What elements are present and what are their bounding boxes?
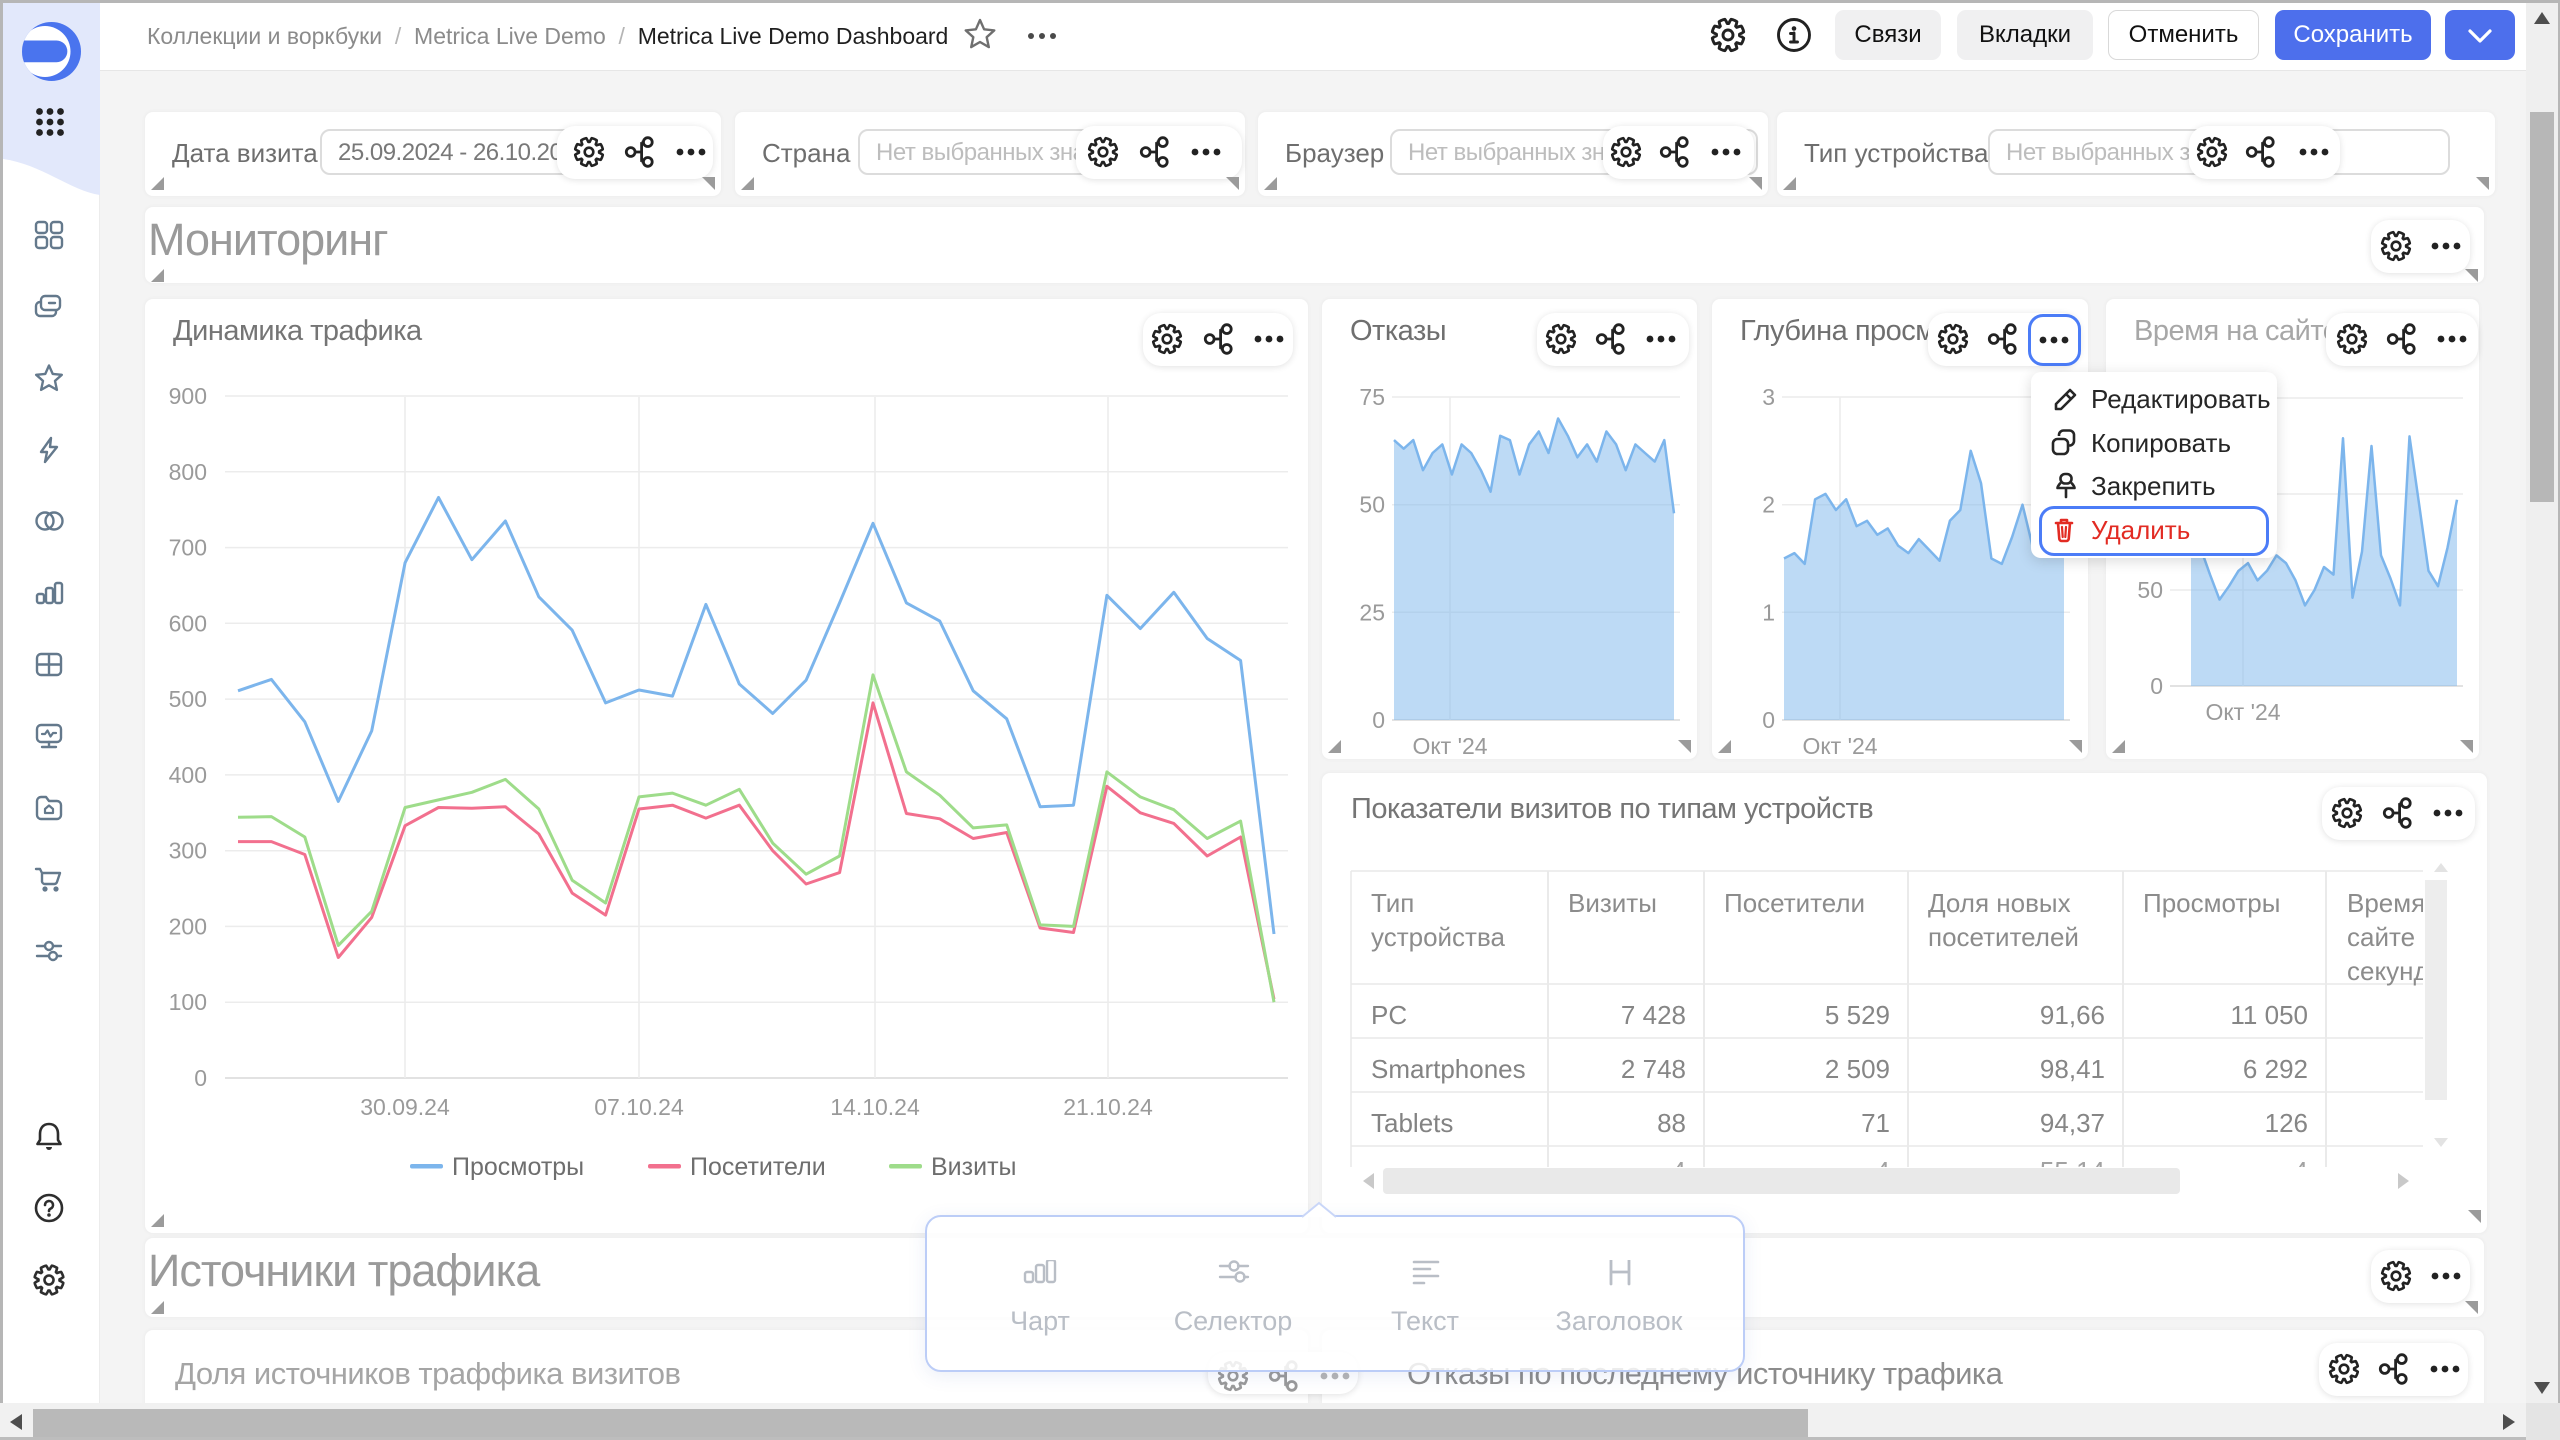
- svg-text:Tablets: Tablets: [1371, 1108, 1453, 1138]
- svg-text:Окт '24: Окт '24: [1802, 733, 1877, 759]
- svg-text:600: 600: [169, 610, 207, 636]
- svg-text:Доля новых: Доля новых: [1928, 888, 2071, 918]
- svg-text:сайте (: сайте (: [2347, 922, 2431, 952]
- svg-text:2 748: 2 748: [1621, 1054, 1686, 1084]
- svg-text:Время: Время: [2347, 888, 2425, 918]
- svg-text:Окт '24: Окт '24: [1412, 733, 1487, 759]
- svg-text:126: 126: [2265, 1108, 2308, 1138]
- svg-text:Просмотры: Просмотры: [452, 1153, 584, 1181]
- svg-text:900: 900: [169, 383, 207, 409]
- svg-text:2: 2: [1762, 492, 1775, 518]
- svg-text:800: 800: [169, 459, 207, 485]
- svg-text:88: 88: [1657, 1108, 1686, 1138]
- svg-text:400: 400: [169, 762, 207, 788]
- svg-text:07.10.24: 07.10.24: [594, 1094, 684, 1120]
- svg-text:300: 300: [169, 838, 207, 864]
- svg-text:устройства: устройства: [1371, 922, 1505, 952]
- svg-text:200: 200: [169, 913, 207, 939]
- svg-text:Smartphones: Smartphones: [1371, 1054, 1526, 1084]
- svg-text:75: 75: [1359, 384, 1385, 410]
- svg-text:2 509: 2 509: [1825, 1054, 1890, 1084]
- svg-text:5 529: 5 529: [1825, 1000, 1890, 1030]
- svg-text:100: 100: [169, 989, 207, 1015]
- svg-text:94,37: 94,37: [2040, 1108, 2105, 1138]
- svg-text:3: 3: [1762, 384, 1775, 410]
- svg-text:98,41: 98,41: [2040, 1054, 2105, 1084]
- svg-text:посетителей: посетителей: [1928, 922, 2079, 952]
- svg-text:Посетители: Посетители: [1724, 888, 1865, 918]
- svg-text:91,66: 91,66: [2040, 1000, 2105, 1030]
- svg-text:Окт '24: Окт '24: [2205, 699, 2280, 725]
- svg-text:Посетители: Посетители: [690, 1153, 826, 1181]
- svg-text:50: 50: [2137, 577, 2163, 603]
- svg-text:25: 25: [1359, 599, 1385, 625]
- svg-text:Визиты: Визиты: [931, 1153, 1017, 1181]
- svg-text:50: 50: [1359, 492, 1385, 518]
- svg-text:секунд: секунд: [2347, 956, 2429, 986]
- svg-text:71: 71: [1861, 1108, 1890, 1138]
- svg-text:0: 0: [2150, 673, 2163, 699]
- svg-text:500: 500: [169, 686, 207, 712]
- svg-text:700: 700: [169, 535, 207, 561]
- svg-text:Тип: Тип: [1371, 888, 1414, 918]
- svg-text:1: 1: [1762, 599, 1775, 625]
- svg-text:7 428: 7 428: [1621, 1000, 1686, 1030]
- svg-text:0: 0: [1762, 707, 1775, 733]
- svg-text:11 050: 11 050: [2230, 1000, 2308, 1030]
- svg-text:0: 0: [1372, 707, 1385, 733]
- svg-text:Просмотры: Просмотры: [2143, 888, 2280, 918]
- svg-text:30.09.24: 30.09.24: [360, 1094, 450, 1120]
- svg-text:Визиты: Визиты: [1568, 888, 1657, 918]
- svg-text:PC: PC: [1371, 1000, 1407, 1030]
- svg-text:6 292: 6 292: [2243, 1054, 2308, 1084]
- svg-text:14.10.24: 14.10.24: [830, 1094, 920, 1120]
- svg-text:21.10.24: 21.10.24: [1063, 1094, 1153, 1120]
- svg-text:0: 0: [194, 1065, 207, 1091]
